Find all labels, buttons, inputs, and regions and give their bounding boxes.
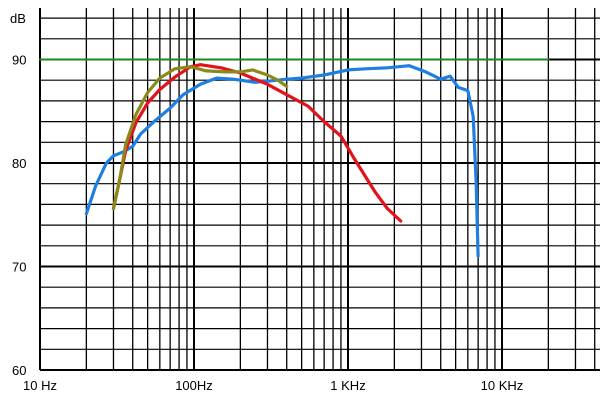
x-tick-label: 100Hz — [175, 378, 213, 393]
x-tick-label: 1 KHz — [330, 378, 365, 393]
y-tick-label: 90 — [12, 53, 26, 68]
series-line-3 — [111, 65, 289, 211]
minor-gridlines — [40, 8, 600, 370]
x-tick-label: 10 KHz — [481, 378, 524, 393]
y-tick-label: 60 — [12, 363, 26, 378]
y-axis-unit-label: dB — [10, 11, 26, 26]
y-tick-label: 70 — [12, 260, 26, 275]
y-tick-labels: 60 70 80 90 — [12, 53, 26, 379]
x-tick-labels: 10 Hz 100Hz 1 KHz 10 KHz — [23, 378, 523, 393]
series-layer — [39, 58, 550, 258]
x-tick-label: 10 Hz — [23, 378, 57, 393]
y-tick-label: 80 — [12, 156, 26, 171]
